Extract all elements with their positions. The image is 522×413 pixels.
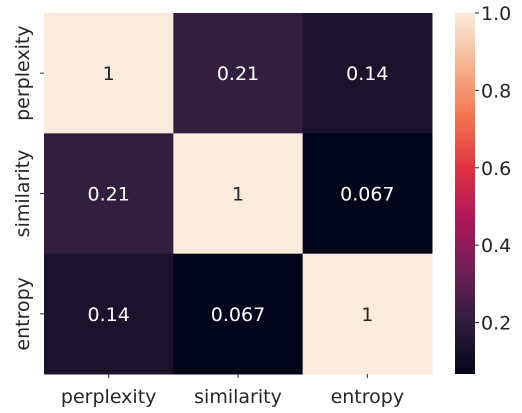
- colorbar-tick-label: 0.8: [481, 80, 511, 102]
- heatmap-cell: [44, 133, 174, 255]
- cell-value-label: 0.21: [217, 63, 259, 85]
- heatmap-cell: [44, 253, 174, 375]
- cell-value-label: 0.067: [211, 304, 265, 326]
- heatmap-cell: [173, 253, 304, 375]
- y-tick-label: similarity: [12, 150, 34, 238]
- colorbar-tick-label: 0.4: [481, 235, 511, 257]
- x-tick-label: similarity: [194, 386, 282, 408]
- x-axis-tick-labels: perplexity similarity entropy: [61, 373, 405, 408]
- heatmap-cell: [173, 13, 304, 134]
- cell-value-label: 1: [103, 63, 115, 85]
- x-tick-label: perplexity: [61, 386, 156, 408]
- y-axis-tick-labels: perplexity similarity entropy: [12, 25, 44, 351]
- cell-value-label: 0.14: [88, 304, 130, 326]
- colorbar-tick-label: 0.6: [481, 158, 511, 180]
- heatmap-cell: [302, 13, 433, 134]
- y-tick-label: entropy: [12, 277, 34, 351]
- heatmap-cells: 1 0.21 0.14 0.21 1 0.067 0.14 0.067 1: [44, 13, 433, 375]
- y-tick-label: perplexity: [12, 25, 34, 120]
- cell-value-label: 1: [232, 183, 244, 205]
- heatmap-cell: [44, 13, 174, 134]
- cell-value-label: 0.21: [88, 183, 130, 205]
- heatmap-cell: [302, 133, 433, 255]
- colorbar: 0.2 0.4 0.6 0.8 1.0: [455, 3, 511, 374]
- colorbar-tick-label: 0.2: [481, 313, 511, 335]
- cell-value-label: 1: [361, 304, 373, 326]
- colorbar-tick-label: 1.0: [481, 3, 511, 25]
- heatmap-cell: [173, 133, 304, 255]
- heatmap-cell: [302, 253, 433, 375]
- x-tick-label: entropy: [331, 386, 405, 408]
- cell-value-label: 0.14: [346, 63, 388, 85]
- colorbar-gradient: [455, 13, 475, 374]
- cell-value-label: 0.067: [340, 183, 394, 205]
